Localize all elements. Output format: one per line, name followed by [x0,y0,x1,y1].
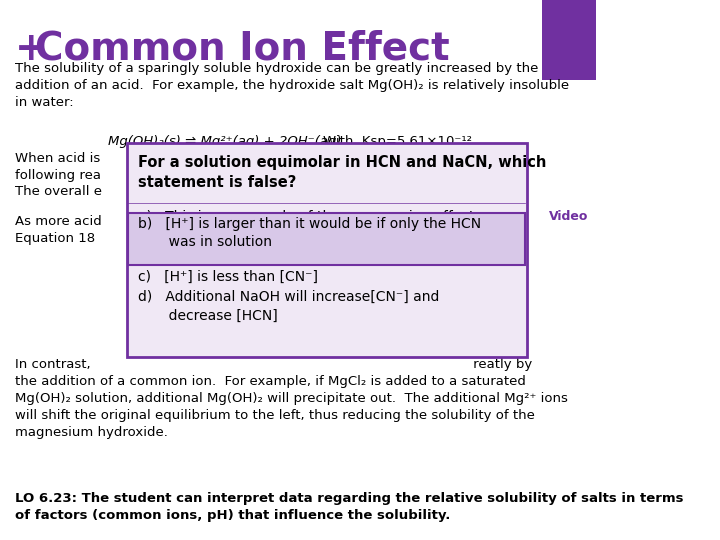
Text: The overall e: The overall e [15,185,102,198]
FancyBboxPatch shape [128,213,526,265]
Text: When acid is                                                                    : When acid is [15,152,516,182]
Text: b)   [H⁺] is larger than it would be if only the HCN
       was in solution: b) [H⁺] is larger than it would be if on… [138,217,481,249]
Text: As more acid
Equation 18: As more acid Equation 18 [15,215,102,245]
Text: LO 6.23: The student can interpret data regarding the relative solubility of sal: LO 6.23: The student can interpret data … [15,492,683,522]
Text: Video: Video [549,210,588,223]
Text: With  Ksp=5.61×10⁻¹²: With Ksp=5.61×10⁻¹² [323,135,472,148]
Text: d)   Additional NaOH will increase[CN⁻] and
       decrease [HCN]: d) Additional NaOH will increase[CN⁻] an… [138,290,439,322]
Text: For a solution equimolar in HCN and NaCN, which
statement is false?: For a solution equimolar in HCN and NaCN… [138,155,546,190]
Text: The solubility of a sparingly soluble hydroxide can be greatly increased by the
: The solubility of a sparingly soluble hy… [15,62,569,109]
Text: c)   [H⁺] is less than [CN⁻]: c) [H⁺] is less than [CN⁻] [138,270,318,284]
FancyBboxPatch shape [127,143,527,357]
Text: Mg(OH)₂(s) ⇌ Mg²⁺(aq) + 2OH⁻(aq): Mg(OH)₂(s) ⇌ Mg²⁺(aq) + 2OH⁻(aq) [107,135,341,148]
Text: In contrast,                                                                    : In contrast, [15,358,568,439]
FancyBboxPatch shape [541,0,595,80]
Text: a)   This is an example of the common ion effect.: a) This is an example of the common ion … [138,210,479,224]
Text: Common Ion Effect: Common Ion Effect [35,30,449,68]
Text: +: + [15,30,61,68]
Text: Source: Source [544,5,593,18]
